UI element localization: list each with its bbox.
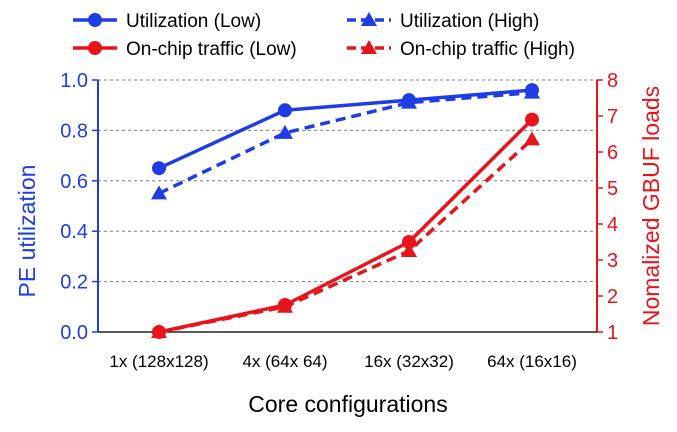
right-tick-label: 6: [607, 142, 618, 164]
right-tick-label: 2: [607, 286, 618, 308]
data-point: [151, 185, 167, 200]
data-point: [524, 84, 540, 99]
right-tick-label: 1: [607, 322, 618, 344]
right-tick-label: 5: [607, 178, 618, 200]
gridlines: [98, 79, 597, 283]
right-tick-label: 8: [607, 70, 618, 92]
data-point: [277, 124, 293, 139]
data-point: [151, 324, 167, 338]
x-tick-label: 64x (16x16): [487, 352, 577, 371]
x-tick-label: 1x (128x128): [109, 352, 208, 371]
legend-label: On-chip traffic (High): [400, 39, 575, 60]
series-line: [158, 90, 533, 195]
left-tick-label: 0.8: [60, 120, 88, 142]
left-tick-label: 0.2: [60, 272, 88, 294]
axes: [92, 79, 603, 333]
right-tick-label: 4: [607, 214, 618, 236]
legend-label: On-chip traffic (Low): [126, 39, 297, 60]
legend-marker: [361, 40, 377, 54]
x-tick-label: 4x (64x 64): [242, 352, 327, 371]
legend-marker: [361, 12, 377, 26]
legend-label: Utilization (High): [400, 11, 539, 32]
left-tick-label: 0.0: [60, 322, 88, 344]
data-point: [524, 131, 540, 146]
data-point: [401, 243, 417, 257]
data-point: [525, 112, 539, 127]
left-tick-label: 0.6: [60, 171, 88, 193]
series-line: [158, 138, 534, 334]
series-line: [158, 118, 534, 334]
legend-marker: [88, 41, 102, 55]
data-point: [278, 103, 292, 118]
legend-marker: [88, 13, 102, 27]
data-point: [277, 298, 293, 313]
right-tick-label: 7: [607, 106, 618, 128]
x-axis-title: Core configurations: [248, 391, 447, 417]
legend: Utilization (Low) Utilization (High) On-ch…: [73, 11, 575, 60]
tick-labels: 0.0 0.2 0.4 0.6 0.8 1.0 1 2 3 4 5 6 7 8 1x (128x128) 4x…: [60, 70, 618, 371]
data-point: [152, 161, 166, 176]
legend-label: Utilization (Low): [126, 11, 261, 32]
x-tick-label: 16x (32x32): [364, 352, 454, 371]
right-axis-title: Nomalized GBUF loads: [638, 86, 664, 326]
series-line: [158, 88, 533, 170]
left-tick-label: 1.0: [60, 70, 88, 92]
left-axis-title: PE utilization: [14, 165, 40, 298]
data-point: [402, 235, 416, 249]
series-layer: [151, 83, 540, 339]
data-point: [401, 94, 417, 109]
left-tick-label: 0.4: [60, 221, 88, 243]
right-tick-label: 3: [607, 250, 618, 272]
